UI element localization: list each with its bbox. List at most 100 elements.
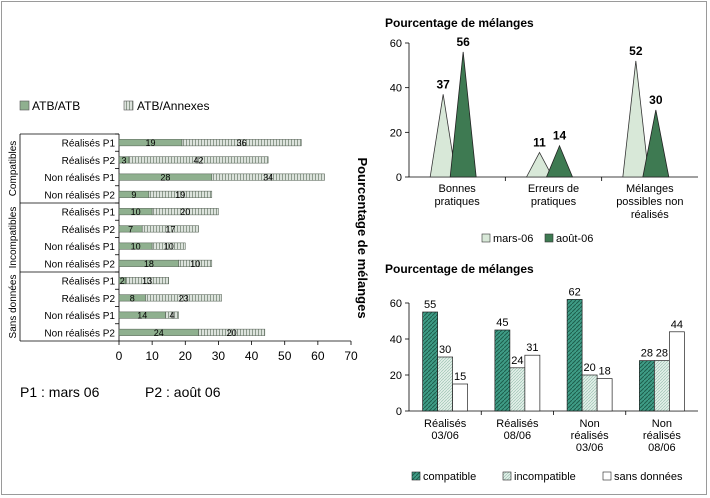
data-label-incompatible: 30 [439,344,451,356]
data-label-mars-06: 37 [436,77,450,91]
legend-label-aout-06: août-06 [556,233,593,245]
y-tick-label: 20 [390,127,402,139]
legend-label-atb-annexes: ATB/Annexes [137,99,209,113]
bar-incompatible [654,360,670,412]
area-aout-06 [449,51,477,178]
chart-title: Pourcentage de mélanges [385,262,534,276]
group-label: Compatibles [8,141,19,197]
legend-label-atb-atb: ATB/ATB [32,99,80,113]
legend-label-mars-06: mars-06 [493,233,533,245]
bar-compatible [639,360,655,412]
category-label: Réalisés P1 [62,208,116,219]
data-label-atb-annexes: 19 [175,190,185,200]
category-label: Non réalisés P2 [44,259,115,270]
data-label-atb-annexes: 4 [170,311,175,321]
bar-atb-annexes [178,259,213,267]
data-label-atb-atb: 19 [145,138,155,148]
y-tick-label: 20 [390,370,402,382]
data-label-sans-donnees: 15 [454,371,466,383]
area-mars-06 [429,94,457,178]
category-label: Réalisés P2 [62,294,116,305]
data-label-sans-donnees: 44 [671,319,683,331]
chart-title: Pourcentage de mélanges [355,157,370,318]
y-tick-label: 0 [396,172,402,184]
legend-swatch-aout-06 [544,233,554,243]
category-label: Réalisés P2 [62,225,116,236]
legend-swatch-atb-atb [19,100,30,111]
bar-atb-annexes [165,311,179,319]
y-tick-label: 0 [396,406,402,418]
data-label-incompatible: 24 [511,355,523,367]
data-label-mars-06: 11 [533,135,546,149]
data-label-atb-atb: 10 [131,242,141,252]
data-label-atb-atb: 2 [120,276,125,286]
data-label-atb-atb: 18 [144,259,154,269]
bar-compatible [422,311,438,412]
data-label-atb-annexes: 34 [263,173,273,183]
bar-incompatible [509,367,526,412]
bar-atb-annexes [125,277,169,285]
bar-atb-annexes [141,225,199,233]
note-p1: P1 : mars 06 [20,384,100,400]
group-label: Incompatibles [8,207,19,269]
category-label: Non réalisés P1 [44,173,115,184]
legend-label-compatible: compatible [423,471,476,483]
x-tick-label: 10 [145,349,159,363]
bar-compatible [494,329,511,412]
data-label-atb-annexes: 20 [180,207,190,217]
area-mars-06 [525,151,554,178]
y-tick-label: 60 [390,298,402,310]
category-label: Non réalisés P2 [44,190,115,201]
bar-atb-annexes [151,208,219,216]
legend-swatch-atb-annexes [123,100,134,111]
data-label-atb-annexes: 13 [142,276,152,286]
data-label-atb-annexes: 17 [165,224,175,234]
bar-incompatible [581,374,598,412]
data-label-atb-atb: 8 [130,293,135,303]
data-label-atb-atb: 3 [121,155,126,165]
bar-compatible [566,299,583,412]
bar-atb-annexes [198,328,266,336]
bar-atb-annexes [128,156,269,164]
data-label-mars-06: 52 [629,44,643,58]
data-label-compatible: 45 [496,317,508,329]
data-label-sans-donnees: 18 [599,366,611,378]
legend-swatch-compatible [411,471,421,481]
x-tick-label: 60 [311,349,325,363]
y-tick-label: 60 [390,38,402,50]
note-p2: P2 : août 06 [145,384,221,400]
data-label-atb-annexes: 10 [190,259,200,269]
x-tick-label: Erreurs de pratiques [528,183,579,208]
x-tick-label: Non réalisés 03/06 [571,418,609,454]
bar-sans-donnees [452,383,468,412]
data-label-atb-atb: 7 [128,224,133,234]
x-tick-label: Réalisés 08/06 [496,418,539,442]
category-label: Non réalisés P1 [44,311,115,322]
data-label-atb-atb: 10 [131,207,141,217]
legend-swatch-sans-donnees [602,471,612,481]
bar-sans-donnees [524,354,541,412]
category-label: Réalisés P1 [62,277,116,288]
area-aout-06 [642,109,670,178]
data-label-atb-annexes: 10 [164,242,174,252]
x-tick-label: 40 [245,349,259,363]
data-label-atb-atb: 24 [154,328,164,338]
data-label-aout-06: 14 [553,129,567,143]
bar-atb-annexes [145,294,222,302]
data-label-sans-donnees: 31 [526,342,538,354]
legend [19,100,134,111]
bar-sans-donnees [596,378,613,412]
x-tick-label: Bonnes pratiques [435,183,481,208]
area-aout-06 [545,144,574,178]
bar-atb-annexes [211,173,325,181]
y-tick-label: 40 [390,334,402,346]
bar-sans-donnees [669,331,685,412]
data-label-atb-annexes: 20 [227,328,237,338]
bar-atb-annexes [148,190,213,198]
data-label-incompatible: 28 [656,348,668,360]
data-label-aout-06: 30 [649,93,663,107]
data-label-atb-atb: 9 [131,190,136,200]
category-label: Non réalisés P2 [44,328,115,339]
x-tick-label: Non réalisés 08/06 [643,418,681,454]
x-tick-label: 20 [179,349,193,363]
